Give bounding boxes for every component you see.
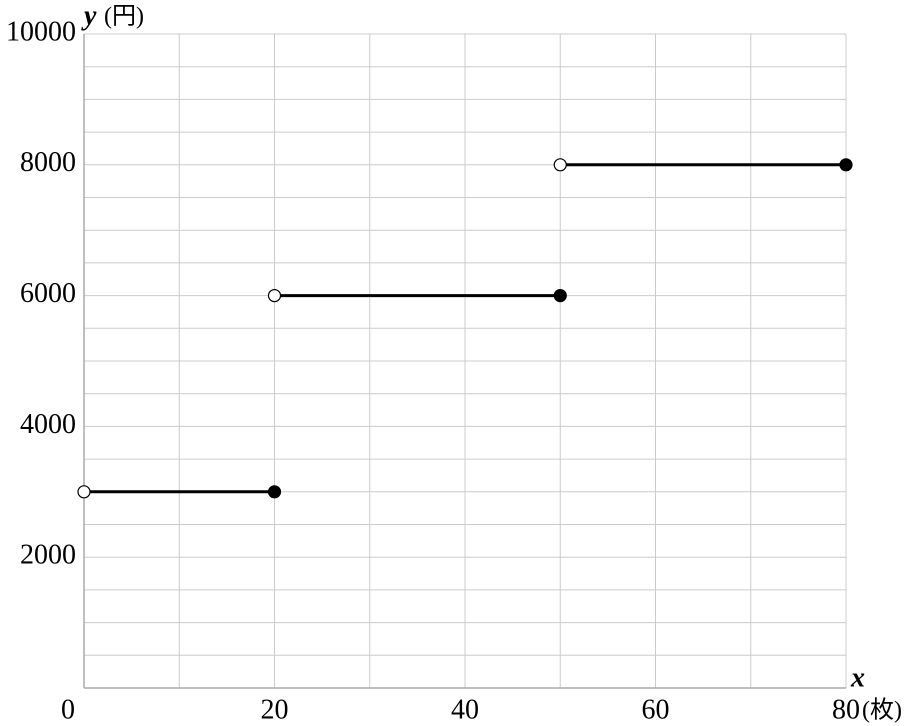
x-tick-label: 20 (261, 694, 289, 725)
open-endpoint (553, 158, 567, 172)
y-tick-label: 8000 (20, 147, 76, 178)
x-tick-label: 60 (642, 694, 670, 725)
closed-endpoint (553, 289, 567, 303)
y-tick-label: 6000 (20, 278, 76, 309)
y-axis-label: y (81, 0, 97, 31)
open-endpoint (267, 289, 282, 303)
x-tick-label: 40 (451, 694, 479, 725)
y-tick-label: 10000 (6, 16, 76, 47)
open-endpoint (77, 485, 91, 499)
y-axis-unit: (円) (104, 4, 144, 30)
closed-endpoint (267, 485, 282, 499)
x-tick-label: 0 (61, 694, 75, 725)
x-tick-label: 80 (832, 694, 860, 725)
y-tick-label: 2000 (20, 540, 76, 571)
x-axis-unit: (枚) (862, 697, 902, 724)
x-axis-label: x (850, 662, 865, 693)
closed-endpoint (839, 158, 853, 172)
y-tick-label: 4000 (20, 409, 76, 440)
